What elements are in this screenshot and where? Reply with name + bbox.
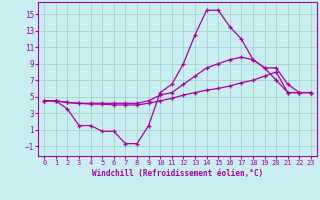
X-axis label: Windchill (Refroidissement éolien,°C): Windchill (Refroidissement éolien,°C): [92, 169, 263, 178]
